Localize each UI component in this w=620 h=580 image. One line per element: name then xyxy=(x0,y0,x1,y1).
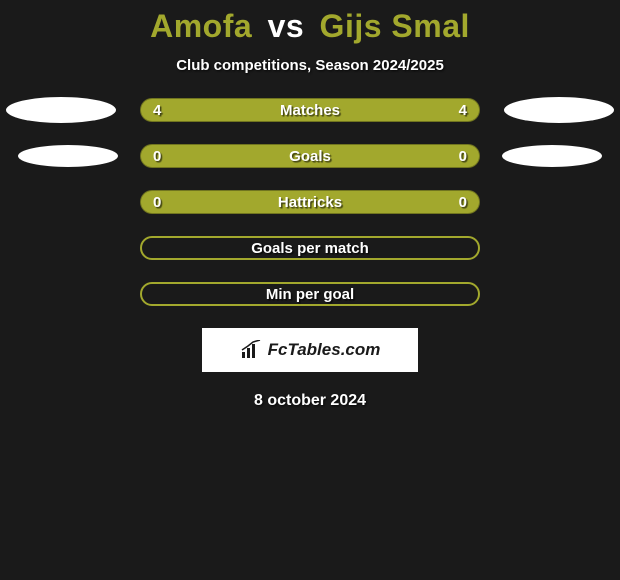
player1-ellipse xyxy=(18,145,118,167)
stat-value-left: 4 xyxy=(153,102,161,119)
player2-ellipse xyxy=(502,145,602,167)
stat-label: Goals xyxy=(289,148,331,165)
comparison-card: Amofa vs Gijs Smal Club competitions, Se… xyxy=(0,0,620,410)
stat-row: 0 Goals 0 xyxy=(0,144,620,168)
player2-name: Gijs Smal xyxy=(320,8,470,44)
player1-name: Amofa xyxy=(150,8,252,44)
stat-label: Min per goal xyxy=(266,286,354,303)
stats-rows: 4 Matches 4 0 Goals 0 0 Hattricks 0 Goals per mat… xyxy=(0,98,620,306)
stat-value-right: 0 xyxy=(459,148,467,165)
subtitle: Club competitions, Season 2024/2025 xyxy=(176,57,444,74)
stat-bar: Min per goal xyxy=(140,282,480,306)
stat-row: 0 Hattricks 0 xyxy=(0,190,620,214)
stat-value-left: 0 xyxy=(153,148,161,165)
stat-label: Goals per match xyxy=(251,240,369,257)
stat-row: Min per goal xyxy=(0,282,620,306)
stat-value-left: 0 xyxy=(153,194,161,211)
title: Amofa vs Gijs Smal xyxy=(150,8,470,45)
stat-bar: 0 Hattricks 0 xyxy=(140,190,480,214)
stat-value-right: 4 xyxy=(459,102,467,119)
stat-value-right: 0 xyxy=(459,194,467,211)
player2-ellipse xyxy=(504,97,614,123)
stat-bar: Goals per match xyxy=(140,236,480,260)
logo-chart-icon xyxy=(240,340,262,360)
stat-bar: 0 Goals 0 xyxy=(140,144,480,168)
stat-label: Matches xyxy=(280,102,340,119)
stat-row: 4 Matches 4 xyxy=(0,98,620,122)
logo-text: FcTables.com xyxy=(268,340,381,360)
vs-text: vs xyxy=(268,8,305,44)
player1-ellipse xyxy=(6,97,116,123)
stat-row: Goals per match xyxy=(0,236,620,260)
stat-label: Hattricks xyxy=(278,194,342,211)
logo-box: FcTables.com xyxy=(202,328,418,372)
stat-bar: 4 Matches 4 xyxy=(140,98,480,122)
date: 8 october 2024 xyxy=(254,392,366,410)
